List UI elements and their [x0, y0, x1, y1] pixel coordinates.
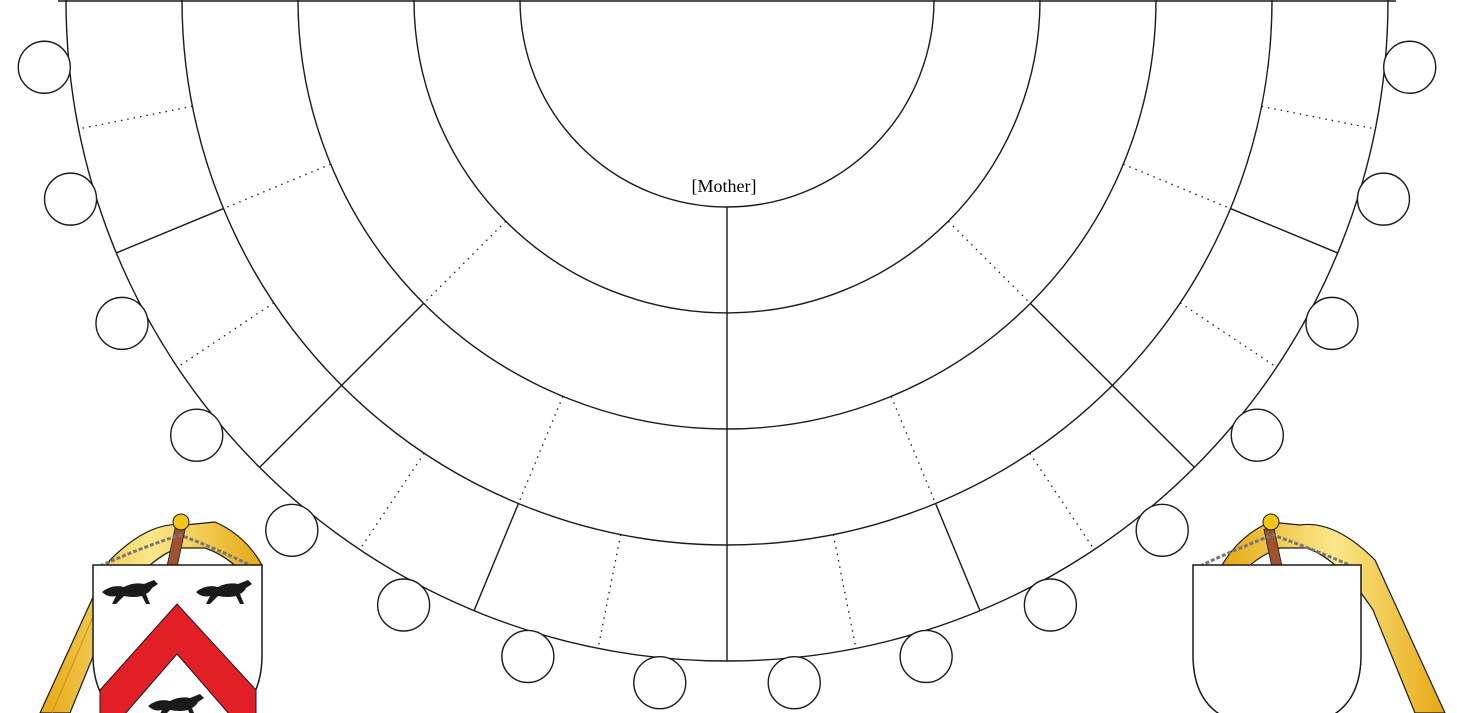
left-chevron: [99, 603, 257, 713]
spouse-divider: [947, 220, 1031, 304]
right-shield: [1192, 564, 1362, 713]
ancestor-circle: [1135, 503, 1189, 557]
cell-divider: [1029, 302, 1113, 386]
spouse-divider: [1123, 163, 1231, 210]
spouse-divider: [223, 163, 331, 210]
left-pole-knob: [172, 513, 190, 531]
ancestor-circle: [1305, 296, 1359, 351]
right-pole-knob: [1262, 513, 1280, 531]
ancestor-circle: [95, 296, 149, 351]
cell-divider: [934, 503, 981, 611]
spouse-divider: [359, 452, 425, 550]
greyhound-icon: [196, 580, 252, 604]
right-chain: [1199, 533, 1353, 568]
ancestor-circle: [767, 655, 821, 710]
fan-chart-rings: [17, 0, 1437, 710]
greyhound-icon: [148, 694, 204, 713]
right-coat-of-arms: [1192, 513, 1446, 713]
left-chain: [99, 533, 253, 568]
spouse-divider: [1261, 105, 1376, 130]
greyhound-icon: [102, 580, 158, 604]
spouse-divider: [517, 396, 564, 504]
ancestor-circle: [899, 629, 953, 684]
spouse-divider: [78, 105, 193, 130]
root-person-label: [Mother]: [692, 176, 757, 196]
ancestor-circle: [633, 655, 687, 710]
ancestor-circle: [17, 40, 72, 94]
cell-divider: [116, 207, 224, 254]
spouse-divider: [890, 396, 937, 504]
ancestor-circle: [1356, 172, 1411, 226]
cell-divider: [473, 503, 520, 611]
ancestor-circle: [43, 172, 98, 226]
left-coat-of-arms: [39, 513, 263, 713]
generation-arc-1: [519, 0, 935, 208]
ancestor-circle: [1382, 40, 1437, 94]
ancestor-circle: [170, 408, 224, 462]
ancestor-circle: [376, 578, 431, 632]
spouse-divider: [423, 220, 507, 304]
cell-divider: [1111, 384, 1195, 468]
ancestor-circle: [265, 503, 319, 557]
spouse-divider: [1029, 452, 1095, 550]
cell-divider: [341, 302, 425, 386]
spouse-divider: [597, 534, 622, 649]
ancestor-circle: [1023, 578, 1078, 632]
spouse-divider: [177, 302, 275, 368]
cell-divider: [1230, 207, 1338, 254]
spouse-divider: [1179, 302, 1277, 368]
spouse-divider: [832, 534, 857, 649]
cell-divider: [259, 384, 343, 468]
ancestor-circle: [1230, 408, 1284, 462]
ancestor-circle: [501, 629, 555, 684]
